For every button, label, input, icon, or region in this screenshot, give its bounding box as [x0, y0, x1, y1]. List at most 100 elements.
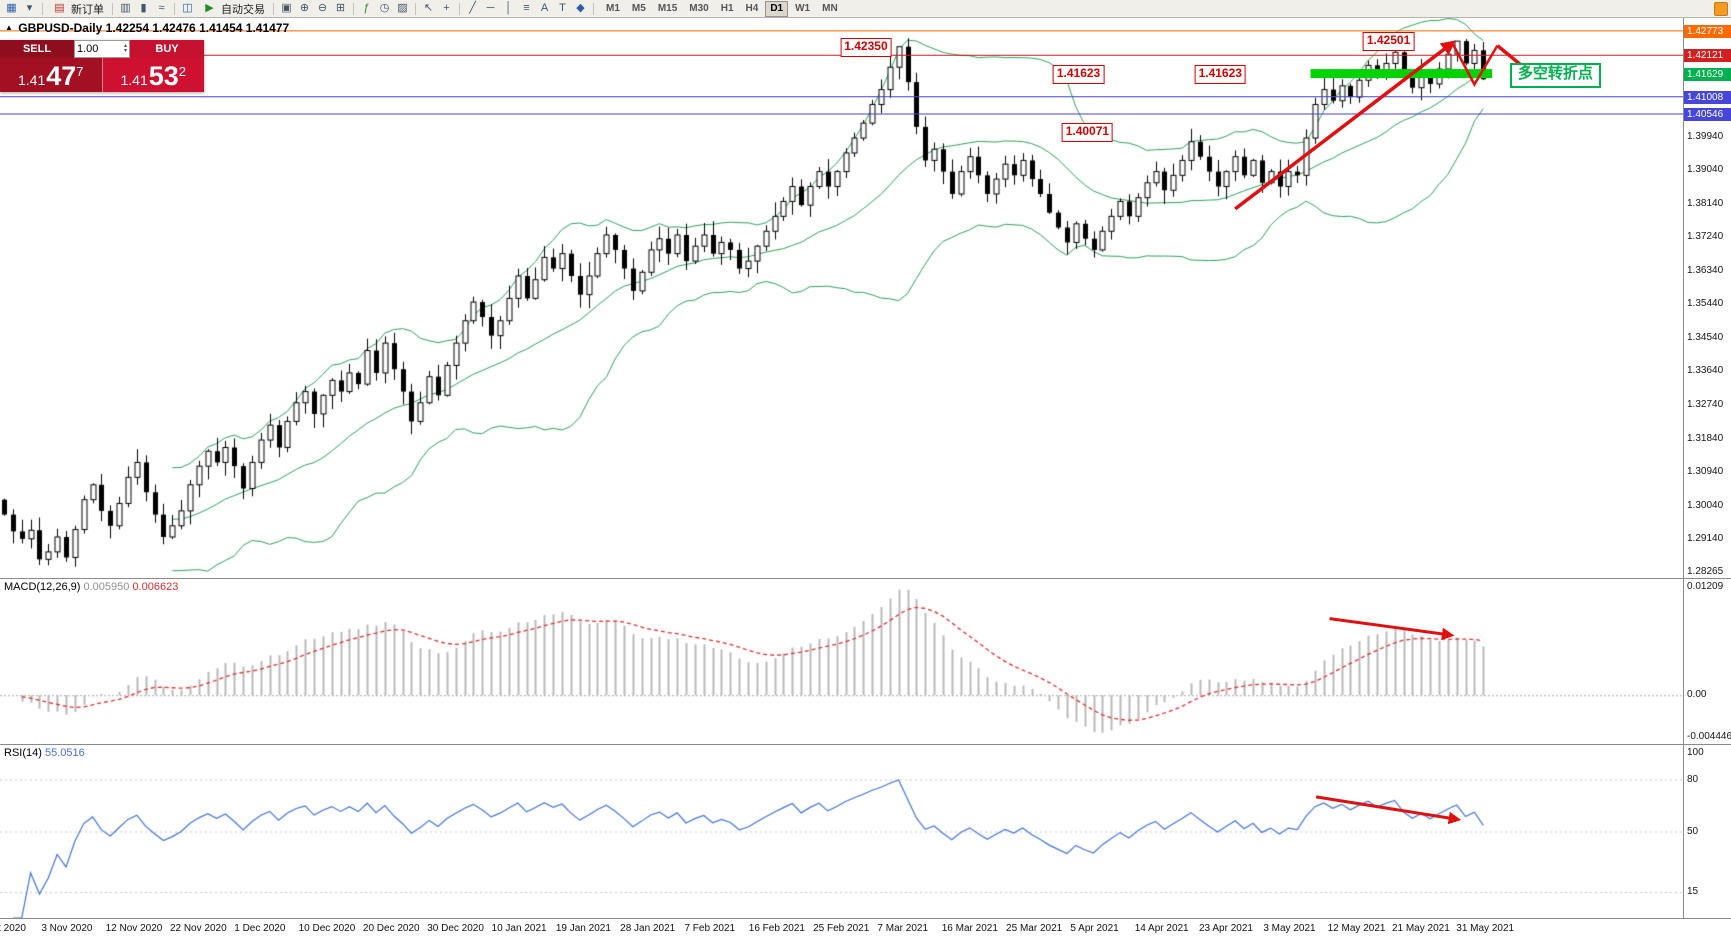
volume-spinner[interactable]: ▴ ▾	[123, 43, 127, 54]
rsi-value: 55.0516	[44, 747, 85, 759]
market-watch-icon[interactable]	[1714, 1, 1728, 16]
templates-icon[interactable]: ▨	[397, 2, 408, 14]
trendline-icon[interactable]: ╱	[469, 2, 476, 14]
timeframe-button-h4[interactable]: H4	[745, 2, 759, 14]
timeframe-button-h1[interactable]: H1	[720, 2, 734, 14]
main-chart-pane: 多空转折点 1.42350 1.41623 1.40071 1.41623 1.4250…	[0, 18, 1731, 578]
window-dropdown-icon[interactable]: ▾	[26, 2, 33, 14]
new-order-button[interactable]: ▤ 新订单	[47, 1, 108, 17]
spinner-up-icon[interactable]: ▴	[123, 43, 127, 49]
date-label: 30 Dec 2020	[427, 923, 484, 934]
profiles-icon[interactable]: ◫	[182, 2, 193, 14]
timeframe-button-m30[interactable]: M30	[689, 2, 709, 14]
sell-price-pips: 47	[46, 61, 77, 91]
macd-label: MACD(12,26,9) 0.005950 0.006623	[4, 581, 178, 593]
date-label: 16 Feb 2021	[748, 923, 805, 934]
rsi-plot[interactable]	[0, 745, 1683, 918]
price-label-flag[interactable]: 1.41623	[1194, 64, 1246, 84]
toolbar-separator	[174, 2, 175, 15]
time-axis[interactable]: 5 Oct 2020 3 Nov 2020 12 Nov 2020 22 Nov 20…	[0, 918, 1731, 938]
price-axis-flag: 1.41629	[1684, 67, 1731, 81]
volume-input[interactable]: 1.00 ▴ ▾	[74, 40, 130, 58]
buy-price-sup: 2	[178, 64, 187, 79]
candlestick-chart[interactable]	[0, 18, 1683, 578]
date-label: 14 Apr 2021	[1134, 923, 1189, 934]
date-label: 12 May 2021	[1327, 923, 1386, 934]
timeframe-button-d1[interactable]: D1	[765, 0, 789, 17]
timeframe-button-m1[interactable]: M1	[606, 2, 620, 14]
price-tick: 1.38140	[1687, 197, 1724, 209]
sell-price-big: 1.41	[17, 72, 46, 88]
grid-icon[interactable]: ⊞	[335, 2, 346, 14]
rsi-pane: RSI(14) 55.0516 100 80 50 15	[0, 744, 1731, 918]
toolbar-separator	[593, 2, 594, 15]
line-chart-icon[interactable]: ≈	[158, 2, 165, 14]
collapse-icon[interactable]: ▲	[5, 23, 13, 32]
cascade-windows-icon[interactable]: ▣	[281, 2, 292, 14]
price-axis: 1.39940 1.39040 1.38140 1.37240 1.36340 1.354…	[1683, 18, 1731, 578]
price-axis-flag: 1.41008	[1684, 90, 1731, 104]
price-tick: 1.30940	[1687, 466, 1724, 478]
vertical-line-icon[interactable]: │	[505, 2, 512, 14]
rsi-level-label: 15	[1687, 886, 1699, 898]
autotrading-button[interactable]: ▶ 自动交易	[197, 1, 269, 17]
text-icon[interactable]: T	[559, 2, 566, 14]
fibonacci-icon[interactable]: ≡	[523, 2, 530, 14]
autotrading-play-icon: ▶	[205, 2, 214, 14]
timeframe-button-w1[interactable]: W1	[795, 2, 811, 14]
text-label-icon[interactable]: A	[540, 2, 549, 14]
price-axis-flag: 1.42121	[1684, 49, 1731, 63]
timeframe-button-mn[interactable]: MN	[822, 2, 838, 14]
spinner-down-icon[interactable]: ▾	[123, 48, 127, 54]
macd-min-label: -0.004446	[1687, 731, 1731, 742]
date-label: 16 Mar 2021	[941, 923, 998, 934]
sell-price[interactable]: 1.41 47 7	[0, 58, 102, 92]
candlestick-chart-icon[interactable]: ▮	[140, 2, 147, 14]
price-label-flag[interactable]: 1.42350	[840, 37, 892, 57]
price-tick: 1.34540	[1687, 331, 1724, 343]
buy-price[interactable]: 1.41 53 2	[101, 58, 204, 92]
shapes-icon[interactable]: ◆	[576, 2, 585, 14]
date-label: 3 Nov 2020	[41, 923, 93, 934]
price-tick: 1.28265	[1687, 565, 1724, 577]
timeframe-button-m15[interactable]: M15	[657, 2, 678, 14]
price-label-flag[interactable]: 1.42501	[1362, 32, 1415, 52]
toolbar-separator	[459, 2, 460, 15]
date-label: 20 Dec 2020	[362, 923, 420, 934]
macd-chart[interactable]	[0, 579, 1683, 744]
macd-axis: 0.01209 0.00 -0.004446	[1683, 579, 1731, 744]
buy-button[interactable]: BUY	[130, 40, 204, 58]
zoom-out-icon[interactable]: ⊖	[317, 2, 328, 14]
date-label: 25 Mar 2021	[1006, 923, 1063, 934]
price-label-flag[interactable]: 1.41623	[1052, 64, 1105, 84]
toolbar-separator	[415, 2, 416, 15]
main-plot[interactable]: 多空转折点 1.42350 1.41623 1.40071 1.41623 1.4250…	[0, 18, 1683, 578]
indicators-icon[interactable]: ƒ	[363, 2, 370, 14]
price-tick: 1.29140	[1687, 533, 1724, 545]
rsi-axis: 100 80 50 15	[1683, 745, 1731, 918]
chart-window-icon[interactable]: ▦	[6, 2, 17, 14]
timeframe-button-m5[interactable]: M5	[631, 2, 646, 14]
crosshair-icon[interactable]: +	[443, 2, 450, 14]
macd-zero-label: 0.00	[1687, 689, 1707, 701]
horizontal-line-icon[interactable]: ─	[486, 2, 495, 14]
price-label-flag[interactable]: 1.40071	[1061, 122, 1114, 142]
price-axis-flag: 1.40546	[1684, 107, 1731, 121]
date-label: 19 Jan 2021	[555, 923, 611, 934]
rsi-chart[interactable]	[0, 745, 1683, 918]
zoom-in-icon[interactable]: ⊕	[299, 2, 310, 14]
rsi-name: RSI(14)	[4, 747, 42, 759]
macd-pane: MACD(12,26,9) 0.005950 0.006623 0.01209 …	[0, 578, 1731, 744]
sell-button[interactable]: SELL	[0, 40, 74, 58]
support-zone-label[interactable]: 多空转折点	[1509, 62, 1601, 88]
macd-plot[interactable]	[0, 579, 1683, 744]
rsi-level-label: 80	[1687, 773, 1699, 785]
date-label: 10 Dec 2020	[298, 923, 356, 934]
periods-clock-icon[interactable]: ◷	[379, 2, 390, 14]
date-label: 7 Mar 2021	[877, 923, 929, 934]
date-label: 28 Jan 2021	[620, 923, 676, 934]
cursor-icon[interactable]: ↖	[423, 2, 434, 14]
date-label: 21 May 2021	[1391, 923, 1450, 934]
bar-chart-icon[interactable]: ▥	[120, 2, 131, 14]
date-label: 1 Dec 2020	[234, 923, 286, 934]
